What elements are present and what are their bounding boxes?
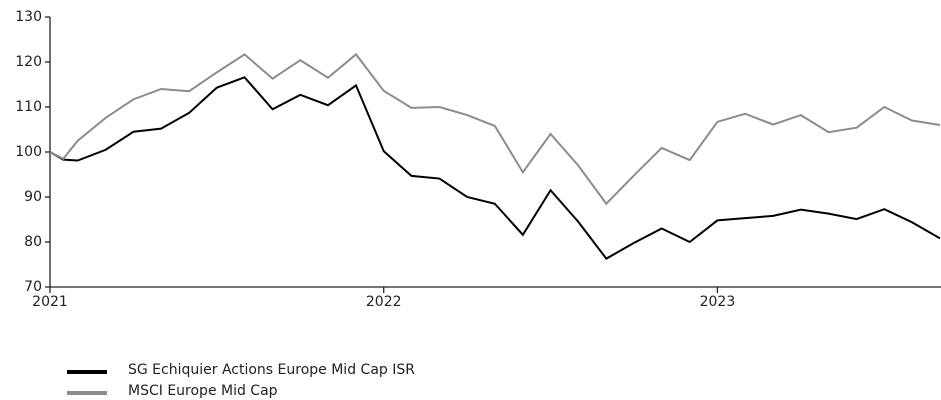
y-tick-label: 110: [15, 99, 42, 115]
y-tick-label: 100: [15, 144, 42, 160]
y-tick-label: 120: [15, 54, 42, 70]
x-tick-label: 2021: [32, 294, 68, 310]
x-tick-label: 2023: [700, 294, 736, 310]
series-line: [49, 52, 941, 206]
series-line: [49, 76, 941, 260]
legend-label: MSCI Europe Mid Cap: [128, 383, 278, 399]
y-tick-label: 80: [24, 234, 42, 250]
y-tick-label: 90: [24, 189, 42, 205]
y-tick-label: 130: [15, 9, 42, 25]
x-tick-label: 2022: [366, 294, 402, 310]
legend-label: SG Echiquier Actions Europe Mid Cap ISR: [128, 362, 415, 378]
y-tick-label: 70: [24, 279, 42, 295]
